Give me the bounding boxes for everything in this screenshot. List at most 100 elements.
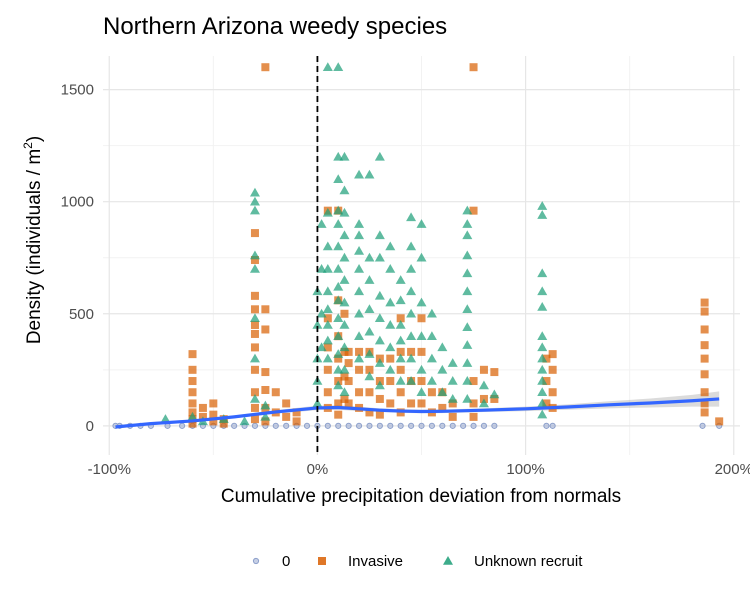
- data-point-triangle: [333, 62, 344, 71]
- legend-key-circle: [252, 557, 260, 565]
- data-point-triangle: [354, 169, 365, 179]
- data-point-square: [700, 298, 709, 307]
- data-point-triangle: [406, 286, 417, 296]
- data-point-triangle: [333, 331, 344, 340]
- data-point-triangle: [339, 275, 350, 284]
- data-point-triangle: [312, 319, 323, 329]
- data-point-triangle: [395, 275, 406, 284]
- data-point-square: [282, 412, 291, 421]
- data-point-square: [344, 359, 353, 368]
- data-point-square: [261, 325, 270, 334]
- data-point-square: [700, 388, 709, 397]
- data-point-triangle: [339, 252, 350, 262]
- data-point-triangle: [354, 246, 365, 255]
- data-point-triangle: [462, 304, 473, 314]
- data-point-square: [700, 354, 709, 363]
- data-point-square: [469, 63, 478, 72]
- data-point-square: [469, 412, 478, 421]
- data-point-circle: [470, 422, 477, 429]
- data-point-triangle: [462, 205, 473, 215]
- data-point-triangle: [249, 250, 260, 260]
- data-point-square: [700, 341, 709, 350]
- trend-line: [115, 397, 720, 429]
- data-point-triangle: [447, 358, 458, 367]
- data-point-square: [250, 255, 259, 264]
- data-point-square: [548, 388, 557, 397]
- data-point-triangle: [406, 353, 417, 363]
- data-point-triangle: [406, 331, 417, 340]
- data-point-triangle: [385, 241, 396, 251]
- data-point-square: [417, 399, 426, 408]
- data-point-circle: [549, 422, 556, 429]
- data-point-triangle: [333, 313, 344, 323]
- data-point-triangle: [537, 302, 548, 311]
- data-point-square: [340, 347, 349, 356]
- data-point-square: [548, 350, 557, 359]
- data-point-triangle: [462, 358, 473, 367]
- data-point-triangle: [249, 205, 260, 215]
- data-point-triangle: [339, 151, 350, 161]
- data-point-triangle: [333, 349, 344, 358]
- x-tick-label: 100%: [506, 461, 544, 478]
- data-point-square: [365, 408, 374, 417]
- data-point-triangle: [322, 263, 333, 273]
- data-point-triangle: [333, 219, 344, 228]
- data-point-triangle: [316, 342, 327, 352]
- data-point-triangle: [333, 281, 344, 291]
- data-point-square: [334, 410, 343, 419]
- data-point-triangle: [478, 398, 489, 408]
- data-point-square: [355, 365, 364, 374]
- data-point-square: [396, 314, 405, 323]
- data-point-triangle: [312, 398, 323, 408]
- data-point-circle: [491, 422, 498, 429]
- data-point-triangle: [322, 62, 333, 71]
- data-point-square: [323, 388, 332, 397]
- data-point-triangle: [374, 290, 385, 300]
- data-point-triangle: [322, 241, 333, 251]
- data-point-triangle: [406, 241, 417, 251]
- data-point-square: [250, 291, 259, 300]
- data-point-triangle: [260, 411, 271, 421]
- data-point-square: [340, 309, 349, 318]
- data-point-triangle: [416, 219, 427, 228]
- data-point-square: [448, 399, 457, 408]
- data-point-square: [396, 388, 405, 397]
- data-point-square: [386, 399, 395, 408]
- data-point-triangle: [364, 252, 375, 262]
- data-point-circle: [324, 422, 331, 429]
- data-point-triangle: [462, 322, 473, 331]
- data-point-triangle: [374, 358, 385, 367]
- data-point-square: [490, 394, 499, 403]
- data-point-triangle: [537, 286, 548, 296]
- data-point-triangle: [364, 169, 375, 179]
- data-point-square: [250, 365, 259, 374]
- data-point-square: [365, 365, 374, 374]
- data-point-square: [250, 343, 259, 352]
- data-point-square: [340, 372, 349, 381]
- data-point-square: [469, 399, 478, 408]
- x-tick-label: 200%: [715, 461, 750, 478]
- data-point-square: [355, 347, 364, 356]
- data-point-square: [188, 388, 197, 397]
- data-point-triangle: [537, 353, 548, 363]
- data-point-triangle: [260, 400, 271, 410]
- data-point-square: [323, 314, 332, 323]
- legend-key-triangle: [443, 556, 453, 565]
- data-point-square: [700, 370, 709, 379]
- data-point-square: [375, 394, 384, 403]
- data-point-square: [396, 365, 405, 374]
- data-point-circle: [407, 422, 415, 429]
- data-point-triangle: [462, 219, 473, 228]
- data-point-square: [417, 347, 426, 356]
- data-point-triangle: [537, 210, 548, 219]
- data-point-triangle: [339, 364, 350, 374]
- data-point-square: [344, 347, 353, 356]
- data-point-circle: [272, 422, 279, 429]
- data-point-square: [438, 403, 447, 412]
- data-points: [112, 62, 724, 429]
- data-point-square: [396, 347, 405, 356]
- data-point-triangle: [395, 335, 406, 345]
- y-axis-label-main: Density (individuals / m: [24, 149, 45, 344]
- data-point-triangle: [339, 319, 350, 329]
